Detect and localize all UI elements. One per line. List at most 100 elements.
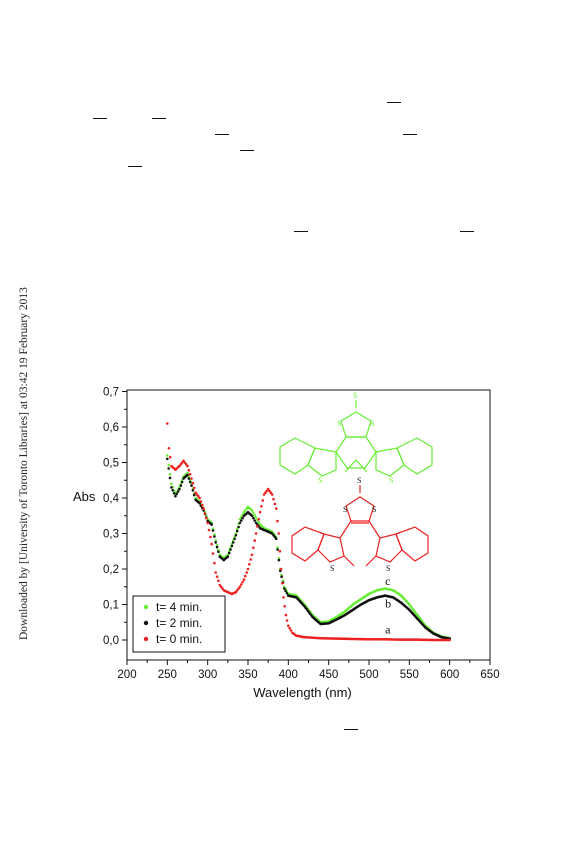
data-point <box>207 528 211 532</box>
data-point <box>209 535 212 539</box>
data-point <box>288 626 292 630</box>
x-tick-label: 200 <box>117 669 136 681</box>
text-dash <box>93 118 107 119</box>
data-point <box>167 447 171 450</box>
data-point <box>240 583 243 586</box>
data-point <box>191 489 195 492</box>
data-point <box>166 454 169 457</box>
x-tick-label: 650 <box>480 669 499 681</box>
data-point <box>250 514 254 518</box>
data-point <box>201 503 204 507</box>
legend-marker-black <box>143 620 149 626</box>
x-tick-label: 300 <box>198 669 217 681</box>
data-point <box>284 613 288 617</box>
data-point <box>244 509 247 512</box>
text-dash <box>387 102 401 103</box>
data-point <box>238 521 242 525</box>
series-2 <box>166 457 452 640</box>
data-point <box>250 509 254 512</box>
structure-bottom-sulfur: S <box>386 564 390 573</box>
data-point <box>179 463 183 466</box>
data-point <box>168 455 172 459</box>
data-point <box>202 509 205 512</box>
structure-open-isomer <box>291 485 429 567</box>
data-point <box>249 558 252 561</box>
data-point <box>171 489 174 492</box>
data-point <box>256 525 259 528</box>
legend-box <box>132 595 226 653</box>
data-point <box>250 553 254 557</box>
structure-bottom-sulfur: S <box>343 505 347 514</box>
text-dash <box>152 118 166 119</box>
text-dash <box>344 729 358 730</box>
data-point <box>192 486 196 490</box>
data-point <box>213 535 216 538</box>
data-point <box>217 579 220 583</box>
data-point <box>180 461 184 464</box>
data-point <box>253 519 256 522</box>
data-point <box>198 502 201 505</box>
data-point <box>203 512 207 515</box>
data-point <box>167 463 170 467</box>
data-point <box>237 525 240 529</box>
data-point <box>227 551 231 555</box>
curve-label-c: c <box>385 574 390 588</box>
data-point <box>188 473 192 476</box>
data-point <box>187 477 191 480</box>
data-point <box>282 596 285 599</box>
data-point <box>226 555 230 558</box>
x-tick-label: 550 <box>400 669 419 681</box>
data-point <box>192 493 196 497</box>
data-point <box>229 548 232 551</box>
data-point <box>199 500 203 503</box>
text-dash <box>403 134 417 135</box>
chart-series <box>166 422 452 642</box>
data-point <box>187 475 191 479</box>
data-point <box>281 579 285 583</box>
x-tick-label: 350 <box>238 669 257 681</box>
data-point <box>254 516 258 519</box>
data-point <box>231 539 235 542</box>
data-point <box>246 567 250 571</box>
data-point <box>210 542 213 546</box>
data-point <box>234 534 238 537</box>
data-point <box>172 492 176 495</box>
data-point <box>252 516 255 520</box>
data-point <box>202 507 205 510</box>
data-point <box>244 574 247 578</box>
y-tick-label: 0,1 <box>103 600 119 612</box>
data-point <box>240 519 243 522</box>
structure-top-sulfur: S <box>353 391 357 400</box>
data-point <box>285 592 289 595</box>
data-point <box>264 491 267 495</box>
y-tick-label: 0,4 <box>103 493 120 505</box>
structure-closed-isomer <box>279 400 433 477</box>
data-point <box>168 473 172 476</box>
legend-entry-4min: t= 4 min. <box>156 600 202 614</box>
y-tick-label: 0,3 <box>103 529 119 541</box>
structure-bottom-sulfur: S <box>372 505 376 514</box>
text-dash <box>460 231 474 232</box>
data-point <box>252 546 255 549</box>
data-point <box>252 511 255 515</box>
data-point <box>180 480 184 484</box>
data-point <box>186 464 189 468</box>
structure-bottom-sulfur: S <box>330 564 334 573</box>
x-tick-label: 500 <box>359 669 378 681</box>
data-point <box>235 589 239 592</box>
data-point <box>221 587 224 590</box>
data-point <box>289 629 293 632</box>
data-point <box>242 510 246 514</box>
legend-marker-red <box>143 636 149 642</box>
data-point <box>274 507 278 510</box>
data-point <box>229 546 232 549</box>
data-point <box>179 482 183 486</box>
data-point <box>272 497 275 501</box>
data-point <box>258 510 262 514</box>
data-point <box>179 484 183 487</box>
data-point <box>213 533 216 536</box>
data-point <box>213 561 216 565</box>
data-point <box>285 619 289 622</box>
data-point <box>183 461 187 464</box>
data-point <box>174 494 177 498</box>
